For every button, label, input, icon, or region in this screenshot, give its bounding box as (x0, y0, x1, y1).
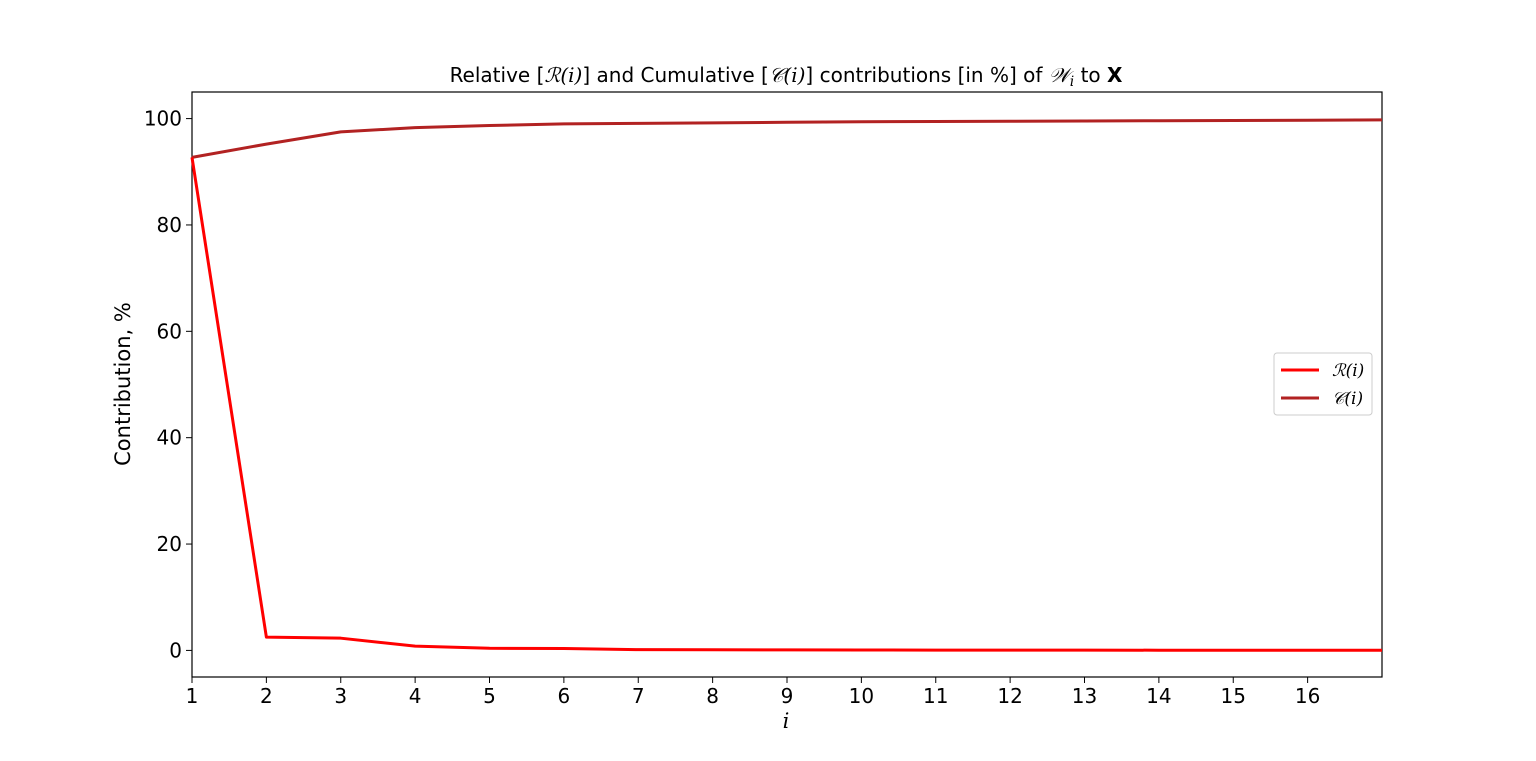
x-tick-label: 8 (706, 684, 719, 708)
title-part: ] and Cumulative [ (582, 63, 768, 87)
y-tick-label: 80 (157, 213, 182, 237)
title-part: ] contributions [in %] of (805, 63, 1048, 87)
title-part: X (1107, 63, 1123, 87)
title-part: i (1070, 74, 1074, 90)
x-tick-label: 5 (483, 684, 496, 708)
legend-label: ℛ(i) (1332, 361, 1364, 381)
x-tick-label: 10 (849, 684, 874, 708)
series-line (190, 157, 1382, 652)
y-tick-label: 0 (169, 638, 182, 662)
title-part: to (1074, 63, 1107, 87)
x-tick-label: 13 (1072, 684, 1097, 708)
x-tick-label: 16 (1295, 684, 1320, 708)
y-tick-label: 20 (157, 532, 182, 556)
x-tick-label: 9 (781, 684, 794, 708)
legend-label: 𝒞(i) (1332, 389, 1363, 409)
series-line (191, 118, 1383, 159)
y-tick-label: 60 (157, 319, 182, 343)
chart-title: Relative [ℛ(i)] and Cumulative [𝒞(i)] co… (450, 63, 1123, 90)
y-axis: 0 20 40 60 80 100 (144, 107, 192, 662)
legend-items: ℛ(i) 𝒞(i) (1281, 361, 1364, 409)
x-tick-label: 11 (923, 684, 948, 708)
x-tick-label: 14 (1146, 684, 1171, 708)
x-tick-label: 4 (409, 684, 422, 708)
y-tick-label: 100 (144, 107, 182, 131)
plot-area (190, 91, 1383, 678)
y-tick-label: 40 (157, 426, 182, 450)
x-tick-label: 1 (186, 684, 199, 708)
x-tick-label: 12 (997, 684, 1022, 708)
x-tick-label: 3 (334, 684, 347, 708)
x-tick-label: 6 (558, 684, 571, 708)
x-axis-label: i (783, 709, 790, 733)
x-tick-label: 2 (260, 684, 273, 708)
series-layer (190, 118, 1383, 652)
y-axis-label: Contribution, % (111, 302, 135, 466)
x-tick-label: 15 (1221, 684, 1246, 708)
title-part: Relative [ (450, 63, 545, 87)
title-part: 𝒞(i) (769, 63, 806, 87)
x-tick-label: 7 (632, 684, 645, 708)
title-part: ℛ(i) (544, 63, 582, 87)
legend: ℛ(i) 𝒞(i) (1273, 352, 1373, 416)
x-axis: 1 2 3 4 5 6 7 8 9 10 11 12 13 14 15 16 (186, 677, 1320, 708)
